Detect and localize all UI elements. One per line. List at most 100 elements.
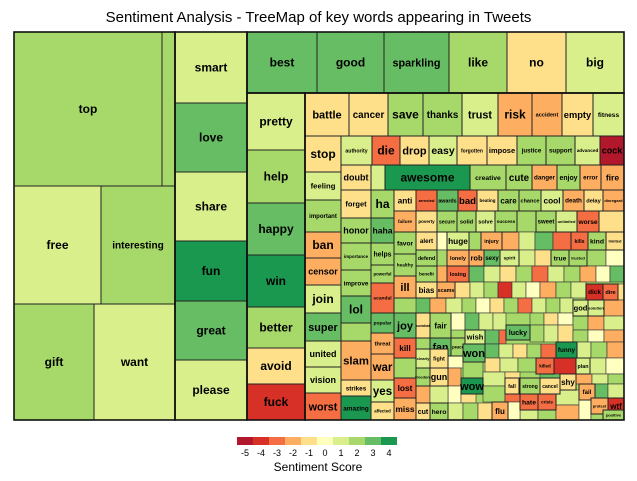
treemap-label-die: die	[377, 144, 395, 158]
treemap-cell-limited: limited	[605, 231, 625, 251]
treemap-label-wow: wow	[459, 381, 484, 393]
treemap-cell-war: war	[370, 353, 395, 381]
treemap-label-join: join	[311, 292, 333, 306]
treemap-cell-love: love	[174, 102, 248, 173]
treemap-cell-lucky: lucky	[505, 324, 531, 341]
treemap-label-better: better	[259, 321, 293, 335]
treemap-cell-no: no	[506, 31, 567, 94]
treemap-label-worst: worst	[308, 401, 338, 413]
treemap-label-true: true	[554, 255, 567, 262]
treemap-cell-solution: solution	[587, 299, 605, 317]
treemap-cell-lost: lost	[393, 377, 417, 399]
treemap-label-forgotten: forgotten	[461, 148, 483, 154]
treemap-label-god: god	[574, 304, 588, 313]
treemap-label-vision: vision	[310, 375, 336, 385]
treemap-label-improve: improve	[344, 280, 369, 287]
treemap-cell-join: join	[304, 284, 342, 314]
treemap-label-cool: cool	[543, 195, 560, 205]
treemap-label-avoid: avoid	[260, 359, 291, 373]
treemap-label-losing: losing	[450, 272, 466, 278]
treemap-cell-cute: cute	[505, 164, 533, 191]
treemap-label-smart: smart	[195, 61, 228, 75]
treemap-cell-die: die	[371, 135, 401, 166]
treemap-label-injury: injury	[484, 239, 498, 245]
treemap-label-care: care	[500, 196, 517, 205]
treemap-cell-fail: fail	[578, 383, 596, 401]
treemap-label-freedom: freedom	[415, 374, 431, 379]
treemap-label-healthy: healthy	[397, 263, 414, 268]
treemap-label-solid: solid	[460, 219, 474, 225]
treemap-label-win: win	[265, 274, 286, 288]
treemap-label-fitness: fitness	[598, 112, 620, 119]
treemap-cell-plan: plan	[575, 357, 591, 375]
treemap-label-doubt: doubt	[344, 173, 369, 183]
treemap-cell-help: help	[246, 149, 306, 204]
treemap-cell-wow: wow	[459, 377, 484, 395]
legend-swatch	[237, 437, 253, 445]
treemap-cell-drop: drop	[399, 135, 430, 166]
treemap-label-death: death	[565, 198, 582, 205]
treemap-label-cute: cute	[509, 173, 530, 184]
treemap-cell-crisis: crisis	[537, 393, 557, 411]
treemap-label-arrested: arrested	[419, 198, 435, 203]
treemap-label-accident: accident	[536, 112, 559, 118]
treemap-label-please: please	[192, 383, 230, 397]
treemap-label-gun: gun	[431, 372, 448, 382]
treemap-label-sparkling: sparkling	[392, 57, 440, 69]
treemap-label-fuck: fuck	[264, 395, 289, 409]
treemap-label-plan: plan	[578, 364, 589, 370]
treemap-label-enjoy: enjoy	[560, 175, 578, 182]
treemap-label-fall: fall	[508, 384, 516, 390]
treemap-label-error: error	[583, 175, 598, 182]
treemap-label-solution: solution	[588, 305, 604, 310]
treemap-label-strikes: strikes	[346, 385, 367, 392]
treemap-label-authority: authority	[345, 148, 367, 154]
treemap-label-fight: fight	[433, 356, 445, 362]
treemap-label-bad: bad	[459, 196, 476, 207]
treemap-label-creative: creative	[475, 175, 501, 182]
treemap-label-favor: favor	[397, 240, 414, 247]
treemap-label-sexy: sexy	[485, 256, 499, 262]
legend-swatch	[317, 437, 333, 445]
legend-swatch	[381, 437, 397, 445]
legend-tick-label: 3	[370, 448, 375, 458]
treemap-cell-forget: forget	[340, 189, 372, 219]
treemap-cell-sparkling: sparkling	[383, 31, 450, 94]
legend-tick-label: -5	[241, 448, 249, 458]
treemap-cell-amazing: amazing	[340, 395, 372, 421]
treemap-label-clearly: clearly	[417, 356, 430, 361]
treemap-label-feeling: feeling	[311, 182, 336, 191]
treemap-label-scandal: scandal	[373, 296, 392, 302]
treemap-label-yes: yes	[373, 386, 392, 398]
treemap-cell-accident: accident	[531, 92, 563, 137]
treemap-label-good: good	[336, 56, 365, 70]
treemap-label-unlimited: unlimited	[558, 219, 576, 224]
treemap-cell-forgotten: forgotten	[456, 135, 488, 166]
treemap-label-benefit: benefit	[419, 272, 434, 277]
treemap-label-drop: drop	[402, 145, 427, 157]
treemap-cell-want: want	[93, 303, 176, 421]
treemap-label-failure: failure	[398, 219, 412, 224]
treemap-label-important: important	[309, 214, 337, 220]
treemap-label-powerful: powerful	[374, 272, 392, 277]
treemap-cell-kill: kill	[393, 337, 417, 359]
treemap-label-cock: cock	[602, 146, 624, 156]
treemap-label-risk: risk	[504, 108, 526, 122]
treemap-label-thanks: thanks	[427, 110, 459, 121]
treemap-cell-super: super	[304, 312, 342, 342]
treemap-label-miss: miss	[396, 404, 415, 414]
treemap-label-censor: censor	[308, 267, 338, 277]
legend-tick-label: -3	[273, 448, 281, 458]
treemap-label-beating: beating	[479, 198, 495, 203]
treemap-label-free: free	[46, 238, 68, 252]
treemap-label-spirit: spirit	[504, 256, 516, 262]
treemap-cell-chance: chance	[518, 189, 542, 212]
treemap-cell-avoid: avoid	[246, 347, 306, 385]
treemap-label-wish: wish	[466, 333, 484, 342]
treemap-label-pretty: pretty	[259, 115, 293, 129]
treemap-cell-cock: cock	[599, 135, 625, 166]
treemap-label-trusted: trusted	[571, 255, 585, 260]
treemap-label-helps: helps	[374, 251, 392, 258]
treemap-label-strong: strong	[522, 384, 538, 390]
treemap-label-empty: empty	[564, 110, 592, 120]
